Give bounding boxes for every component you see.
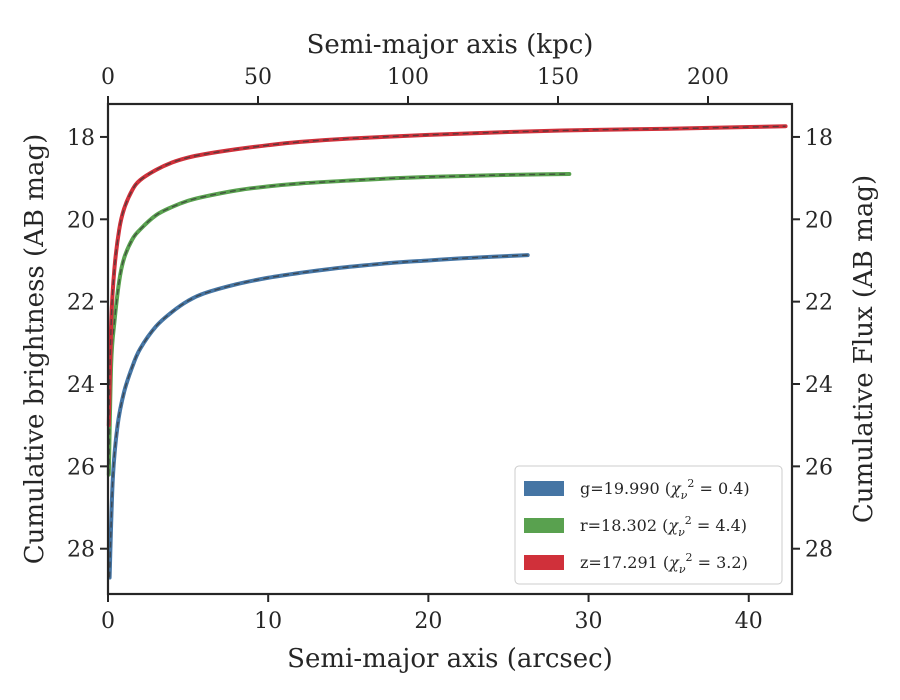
legend-box (514, 465, 783, 585)
y2-tick-label: 26 (805, 455, 833, 480)
model-fit-line-r (108, 173, 570, 475)
x2-axis-title: Semi-major axis (kpc) (307, 30, 594, 60)
y-tick-label: 24 (67, 373, 95, 398)
y-tick-label: 22 (67, 291, 95, 316)
y2-tick-label: 20 (805, 208, 833, 233)
x2-tick-label: 100 (387, 65, 429, 90)
x-tick-label: 40 (735, 609, 763, 634)
x-axis-title: Semi-major axis (arcsec) (287, 644, 613, 674)
legend: g=19.990 (χν2 = 0.4) r=18.302 (χν2 = 4.4… (514, 465, 783, 585)
y2-tick-label: 24 (805, 373, 833, 398)
y2-tick-label: 28 (805, 538, 833, 563)
y2-tick-label: 18 (805, 126, 833, 151)
plot-frame (106, 102, 794, 596)
series-layer (106, 124, 788, 580)
y2-axis-title: Cumulative Flux (AB mag) (849, 175, 879, 523)
ticks-layer: 0 10 20 30 40 0 50 100 150 200 18 18 20 20 22 22 24 24 26 2… (67, 65, 833, 634)
legend-swatch-z (524, 555, 564, 570)
y-tick-label: 28 (67, 538, 95, 563)
x2-tick-label: 200 (687, 65, 729, 90)
legend-label-z: z=17.291 (χν2 = 3.2) (580, 551, 748, 576)
legend-label-r: r=18.302 (χν2 = 4.4) (580, 514, 747, 539)
model-fit-line-g (108, 254, 528, 578)
legend-label-g: g=19.990 (χν2 = 0.4) (580, 477, 750, 502)
model-fit-line-z (108, 125, 786, 426)
y-axis-title: Cumulative brightness (AB mag) (20, 134, 50, 565)
x-tick-label: 10 (254, 609, 282, 634)
x2-tick-label: 0 (101, 65, 115, 90)
y2-tick-label: 22 (805, 291, 833, 316)
legend-swatch-g (524, 481, 564, 496)
x-tick-label: 20 (414, 609, 442, 634)
x2-tick-label: 50 (244, 65, 272, 90)
y-tick-label: 18 (67, 126, 95, 151)
x-tick-label: 30 (575, 609, 603, 634)
y-tick-label: 20 (67, 208, 95, 233)
y-tick-label: 26 (67, 455, 95, 480)
legend-swatch-r (524, 518, 564, 533)
x2-tick-label: 150 (537, 65, 579, 90)
x-tick-label: 0 (101, 609, 115, 634)
